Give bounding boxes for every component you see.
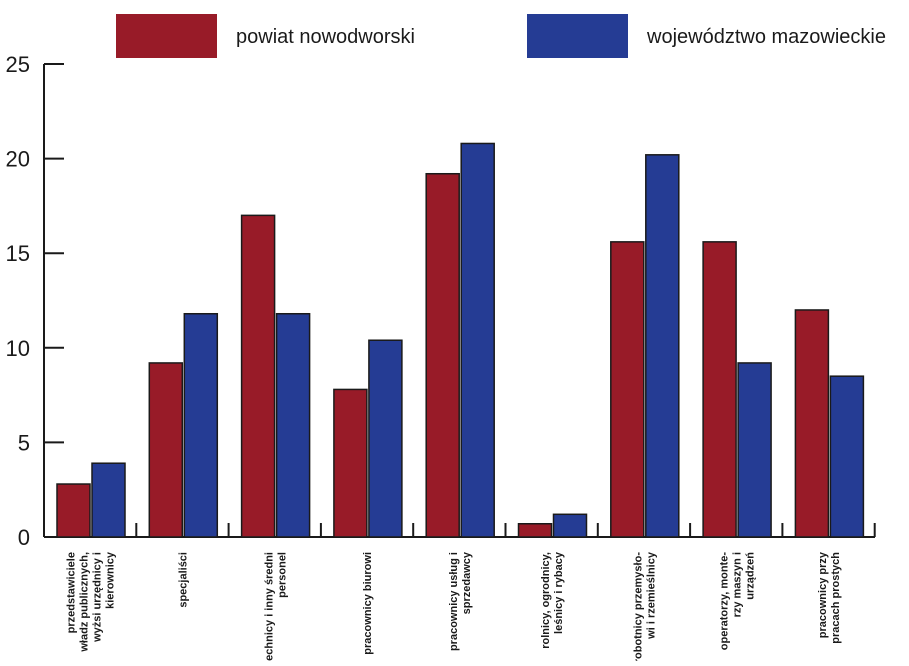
y-tick-label: 20	[6, 147, 30, 172]
legend-swatch-1	[116, 14, 217, 58]
bar-wojewodztwo-5	[460, 142, 495, 538]
legend-swatch-2	[527, 14, 628, 58]
category-label-8: operatorzy, monte-rzy maszyn iurządzeń	[718, 552, 756, 651]
bar-wojewodztwo-9	[829, 375, 865, 538]
legend-label-1: powiat nowodworski	[236, 26, 415, 48]
y-tick-label: 5	[18, 430, 30, 455]
bar-powiat-9	[794, 309, 830, 538]
bar-powiat-8	[702, 241, 737, 538]
bar-powiat-5	[425, 172, 460, 538]
bar-powiat-7	[610, 241, 645, 538]
category-labels: przedstawicielewładz publicznych,wyżsi u…	[66, 551, 842, 664]
bars	[56, 142, 865, 538]
category-label-9: pracownicy przypracach prostych	[817, 551, 842, 644]
category-label-6: rolnicy, ogrodnicy,leśnicy i rybacy	[540, 551, 565, 649]
category-label-7: robotnicy przemysło-wi i rzemieślnicy	[632, 551, 657, 661]
y-tick-label: 15	[6, 241, 30, 266]
bar-wojewodztwo-2	[183, 312, 219, 538]
legend-label-2: województwo mazowieckie	[646, 26, 886, 48]
bar-powiat-6	[517, 523, 553, 538]
bar-wojewodztwo-3	[275, 312, 311, 538]
bar-powiat-1	[56, 483, 91, 538]
y-tick-label: 10	[6, 336, 30, 361]
bar-wojewodztwo-1	[91, 462, 126, 538]
bar-wojewodztwo-7	[645, 154, 680, 538]
bar-powiat-2	[148, 362, 184, 538]
category-label-5: pracownicy usług isprzedawcy	[448, 551, 473, 651]
category-label-2: specjaliści	[177, 552, 189, 608]
bar-powiat-4	[333, 388, 368, 538]
y-tick-label: 25	[6, 52, 30, 77]
bar-wojewodztwo-6	[552, 513, 588, 538]
category-label-1: przedstawicielewładz publicznych,wyżsi u…	[66, 551, 117, 653]
bar-powiat-3	[240, 214, 276, 538]
legend: powiat nowodworski województwo mazowiecki…	[116, 14, 886, 58]
bar-wojewodztwo-8	[737, 362, 772, 538]
bar-wojewodztwo-4	[368, 339, 403, 538]
y-tick-label: 0	[18, 525, 30, 550]
category-label-3: technicy i inny średnipersonel	[263, 552, 288, 661]
y-axis: 0 5 10 15 20 25	[6, 52, 64, 550]
category-label-4: pracownicy biurowi	[362, 552, 374, 655]
